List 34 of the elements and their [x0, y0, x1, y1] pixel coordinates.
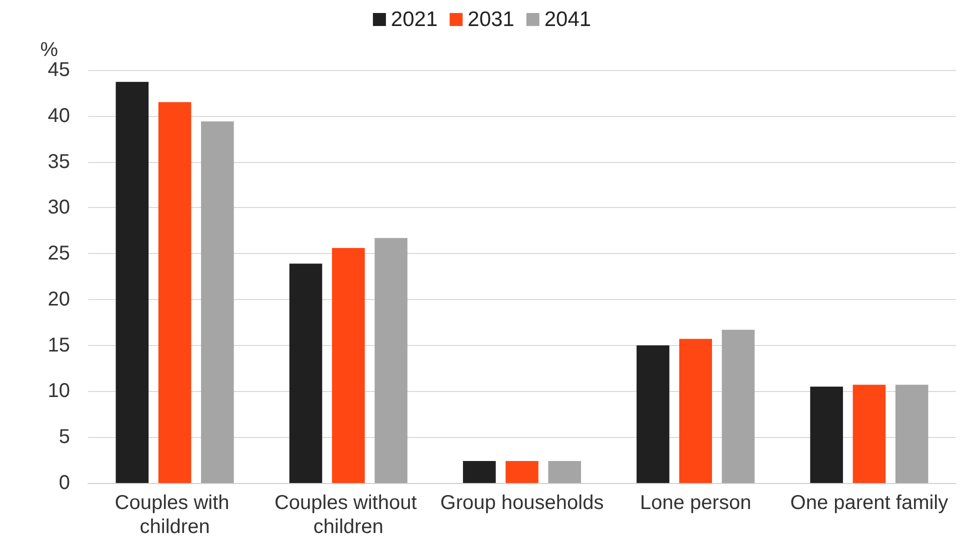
- y-tick-label: 25: [48, 242, 70, 265]
- bar: [116, 82, 149, 483]
- bar: [374, 238, 408, 483]
- y-tick-label: 30: [48, 196, 70, 219]
- y-tick-label: 40: [48, 104, 70, 127]
- bar: [201, 121, 234, 483]
- bar: [722, 330, 755, 483]
- y-tick-label: 0: [58, 472, 70, 494]
- y-tick-label: 10: [48, 380, 70, 402]
- y-tick-label: 5: [58, 426, 70, 448]
- legend-label: 2021: [390, 8, 438, 31]
- x-tick-label: Couples without children: [274, 492, 422, 538]
- bar: [289, 264, 322, 483]
- bar: [852, 384, 886, 483]
- x-tick-label: Couples with children: [114, 492, 235, 538]
- legend-label: 2031: [468, 8, 514, 31]
- y-tick-label: 15: [48, 334, 70, 356]
- bar: [679, 338, 712, 483]
- bar: [810, 386, 843, 483]
- bar: [462, 460, 496, 483]
- y-tick-label: 45: [48, 59, 70, 81]
- legend-label: 2041: [544, 8, 592, 31]
- x-tick-label: One parent family: [790, 492, 948, 514]
- bar: [332, 248, 365, 483]
- bar: [506, 460, 538, 483]
- bar: [636, 345, 670, 483]
- bar: [158, 102, 192, 483]
- bar: [895, 384, 928, 483]
- bar: [548, 460, 582, 483]
- y-axis-title: %: [40, 39, 58, 62]
- x-tick-label: Group households: [440, 492, 604, 514]
- y-tick-label: 35: [48, 150, 70, 173]
- y-tick-label: 20: [48, 288, 70, 310]
- x-tick-label: Lone person: [640, 492, 752, 514]
